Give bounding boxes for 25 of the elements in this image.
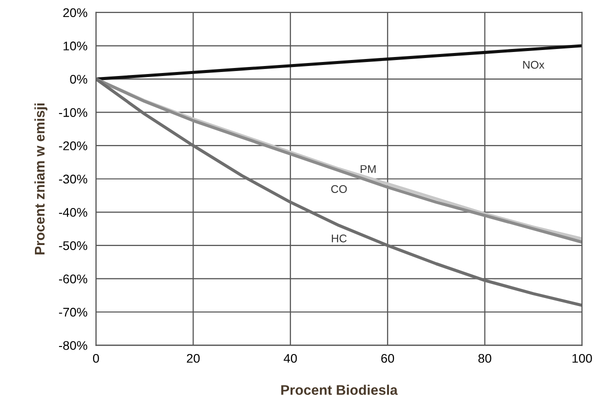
y-tick-label: -50%: [59, 241, 88, 250]
y-tick-label: -40%: [59, 208, 88, 217]
y-tick-label: -70%: [59, 308, 88, 317]
y-tick-label: 10%: [64, 42, 88, 50]
y-axis-title: Procent zniam w emisji: [34, 103, 48, 254]
line-series: [96, 78, 582, 307]
x-axis-title: Procent Biodiesla: [281, 384, 398, 395]
x-tick-label: 40: [284, 354, 297, 363]
y-tick-label: 0%: [70, 74, 88, 84]
y-tick-label: -10%: [59, 108, 88, 117]
x-tick-label: 60: [381, 354, 394, 363]
y-tick-label: 20%: [63, 8, 88, 18]
x-tick-label: 20: [186, 354, 200, 363]
series-label: CO: [331, 185, 347, 193]
y-tick-label: -30%: [59, 174, 88, 184]
x-tick-label: 80: [478, 354, 492, 363]
series-label: HC: [332, 234, 347, 242]
series-label: NOx: [523, 60, 544, 69]
y-tick-label: -80%: [59, 341, 88, 350]
x-tick-label: 0: [93, 354, 99, 363]
series-label: PM: [360, 165, 376, 173]
x-tick-label: 100: [572, 354, 592, 363]
line-series: [96, 44, 582, 81]
y-tick-label: -20%: [59, 141, 88, 150]
y-tick-label: -60%: [59, 274, 88, 284]
